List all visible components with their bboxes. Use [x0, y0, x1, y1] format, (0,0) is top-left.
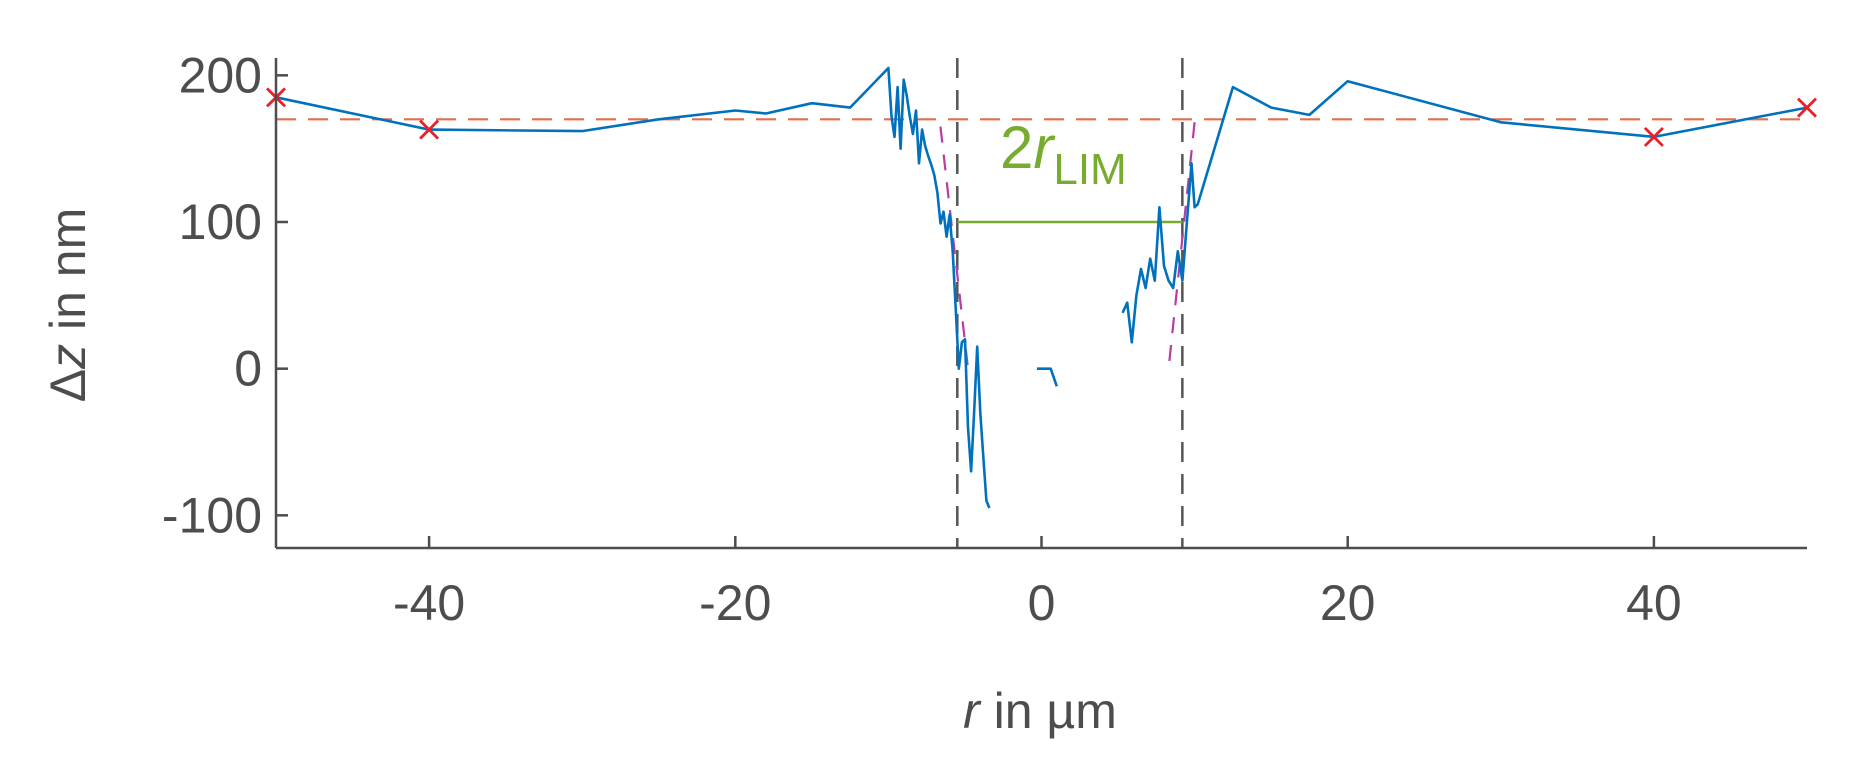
lim-annotation-sub: LIM	[1053, 145, 1126, 194]
reference-marker-2	[419, 119, 440, 140]
x-tick-label: -20	[699, 575, 771, 631]
series-line-3	[1121, 79, 1808, 344]
lim-annotation-var: r	[1033, 114, 1055, 181]
fit-line-1	[939, 126, 970, 369]
y-tick-label: -100	[162, 487, 262, 543]
y-tick-label: 0	[234, 341, 262, 397]
marker-stroke	[419, 119, 440, 140]
x-tick-label: 40	[1626, 575, 1682, 631]
ticks: -40 -20 0 20 40 -100 0 100 200	[162, 47, 1682, 631]
lim-annotation-prefix: 2	[1000, 114, 1033, 181]
plot-area	[266, 58, 1817, 548]
y-axis-var-delta: Δ	[40, 369, 96, 402]
annotations: 2rLIM	[1000, 114, 1127, 194]
x-tick-label: 20	[1320, 575, 1376, 631]
marker-stroke	[1643, 126, 1664, 147]
x-axis-title: r in µm	[963, 683, 1117, 739]
reference-marker-4	[1797, 97, 1817, 118]
x-axis-unit: in µm	[980, 683, 1117, 739]
lim-annotation: 2rLIM	[1000, 114, 1127, 194]
series-line-1	[275, 66, 991, 509]
x-tick-label: -40	[393, 575, 465, 631]
y-axis-title: Δz in nm	[40, 208, 96, 403]
y-tick-label: 200	[179, 47, 262, 103]
y-tick-label: 100	[179, 194, 262, 250]
reference-marker-3	[1643, 126, 1664, 147]
x-axis-var: r	[963, 683, 982, 739]
y-axis-var: z	[40, 344, 96, 370]
x-tick-label: 0	[1028, 575, 1056, 631]
marker-stroke	[1797, 97, 1817, 118]
y-axis-unit: in nm	[40, 208, 96, 344]
series-line-2	[1036, 367, 1059, 387]
